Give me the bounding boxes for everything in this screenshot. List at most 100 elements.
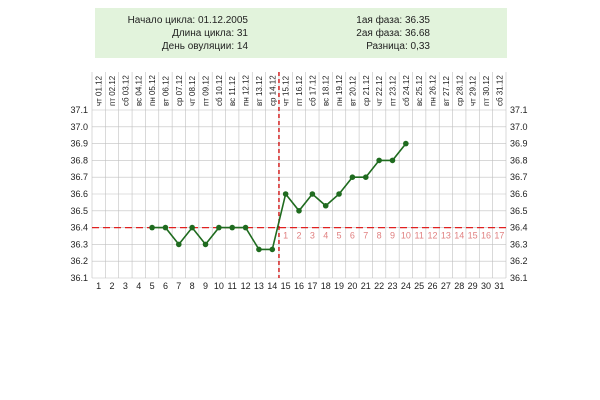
y-tick-label: 36.3	[510, 239, 528, 249]
day-label: 29	[468, 281, 478, 291]
phase2-label: 2ая фаза: 36.68	[356, 28, 430, 39]
y-tick-label: 37.1	[510, 105, 528, 115]
day-label: 18	[321, 281, 331, 291]
y-tick-label: 36.8	[70, 155, 88, 165]
day-label: 12	[241, 281, 251, 291]
date-label: сб 24.12	[402, 75, 411, 106]
y-tick-label: 36.5	[510, 206, 528, 216]
date-label: чт 01.12	[95, 75, 104, 106]
chart-grid	[91, 72, 507, 279]
date-label: ср 28.12	[455, 75, 464, 106]
temperature-point	[309, 191, 316, 197]
date-label: вт 13.12	[255, 75, 264, 106]
date-label: сб 10.12	[215, 75, 224, 106]
luteal-day-label: 8	[377, 231, 382, 241]
y-tick-label: 36.1	[70, 273, 88, 283]
day-label: 9	[203, 281, 208, 291]
date-label: ср 14.12	[268, 75, 277, 106]
day-label: 21	[361, 281, 371, 291]
temperature-point	[362, 174, 369, 180]
y-tick-label: 36.3	[70, 239, 88, 249]
y-tick-label: 37.0	[510, 122, 528, 132]
date-label: пт 09.12	[202, 75, 211, 106]
cycle-start-label: Начало цикла: 01.12.2005	[127, 15, 248, 26]
y-tick-label: 37.1	[70, 105, 88, 115]
date-label: вс 18.12	[322, 75, 331, 106]
day-label: 19	[334, 281, 344, 291]
date-label: чт 22.12	[375, 75, 384, 106]
y-tick-label: 36.1	[510, 273, 528, 283]
day-label: 28	[454, 281, 464, 291]
date-labels: чт 01.12 пт 02.12 сб 03.12 вс 04.12 пн 05.12…	[95, 74, 505, 106]
date-label: сб 17.12	[308, 75, 317, 106]
luteal-day-label: 16	[481, 231, 491, 241]
date-label: пн 19.12	[335, 74, 344, 106]
day-label: 13	[254, 281, 264, 291]
temperature-point	[376, 157, 382, 164]
temperature-point	[389, 157, 396, 164]
day-label: 22	[374, 281, 384, 291]
y-axis-left: 36.1 36.2 36.3 36.4 36.5 36.6 36.7 36.8 36.9 37.0…	[70, 105, 88, 283]
date-label: вт 20.12	[348, 75, 357, 106]
day-label: 8	[190, 281, 195, 291]
day-label: 15	[281, 281, 291, 291]
luteal-day-label: 2	[296, 231, 301, 241]
day-label: 1	[96, 281, 101, 291]
y-tick-label: 37.0	[70, 122, 88, 132]
temperature-point	[282, 191, 289, 197]
y-tick-label: 36.6	[70, 189, 88, 199]
y-tick-label: 36.6	[510, 189, 528, 199]
temperature-point	[216, 224, 222, 231]
temperature-point	[349, 174, 356, 180]
day-label: 5	[150, 281, 155, 291]
date-label: ср 21.12	[362, 75, 371, 106]
temperature-point	[336, 191, 342, 197]
date-label: вт 06.12	[161, 75, 170, 106]
date-label: пт 30.12	[482, 75, 491, 106]
date-label: чт 15.12	[282, 75, 291, 106]
date-label: пн 12.12	[242, 74, 251, 106]
y-tick-label: 36.4	[510, 223, 528, 233]
day-label: 26	[428, 281, 438, 291]
date-label: сб 31.12	[495, 75, 504, 106]
date-label: вс 04.12	[135, 75, 144, 106]
date-label: вт 27.12	[442, 75, 451, 106]
y-tick-label: 36.4	[70, 223, 88, 233]
temperature-point	[242, 224, 249, 231]
y-tick-label: 36.9	[70, 139, 88, 149]
date-label: пт 23.12	[388, 75, 397, 106]
date-label: пн 05.12	[148, 74, 157, 106]
y-tick-label: 36.2	[510, 256, 528, 266]
luteal-day-label: 3	[310, 231, 315, 241]
temperature-point	[202, 241, 209, 248]
difference-label: Разница: 0,33	[366, 41, 430, 52]
luteal-day-label: 1	[283, 231, 288, 241]
date-label: вс 11.12	[228, 76, 237, 106]
luteal-day-label: 12	[428, 231, 438, 241]
day-label: 24	[401, 281, 411, 291]
chart-axes: чт 01.12 пт 02.12 сб 03.12 вс 04.12 пн 05.12…	[70, 74, 527, 291]
day-label: 25	[414, 281, 424, 291]
day-label: 17	[307, 281, 317, 291]
y-tick-label: 36.9	[510, 139, 528, 149]
luteal-day-label: 7	[363, 231, 368, 241]
temperature-point	[403, 140, 409, 147]
luteal-day-label: 13	[441, 231, 451, 241]
date-label: чт 08.12	[188, 75, 197, 106]
date-label: чт 29.12	[469, 75, 478, 106]
day-label: 7	[176, 281, 181, 291]
luteal-day-label: 4	[323, 231, 328, 241]
y-tick-label: 36.2	[70, 256, 88, 266]
day-label: 10	[214, 281, 224, 291]
day-label: 11	[228, 281, 237, 291]
temperature-point	[256, 246, 262, 253]
cycle-info-panel: Начало цикла: 01.12.2005 Длина цикла: 31…	[95, 8, 507, 58]
temperature-point	[189, 224, 195, 231]
day-label: 20	[347, 281, 357, 291]
temperature-point	[176, 241, 182, 248]
temperature-point	[322, 202, 329, 209]
day-label: 6	[163, 281, 168, 291]
temperature-series	[149, 140, 409, 253]
day-label: 4	[136, 281, 141, 291]
